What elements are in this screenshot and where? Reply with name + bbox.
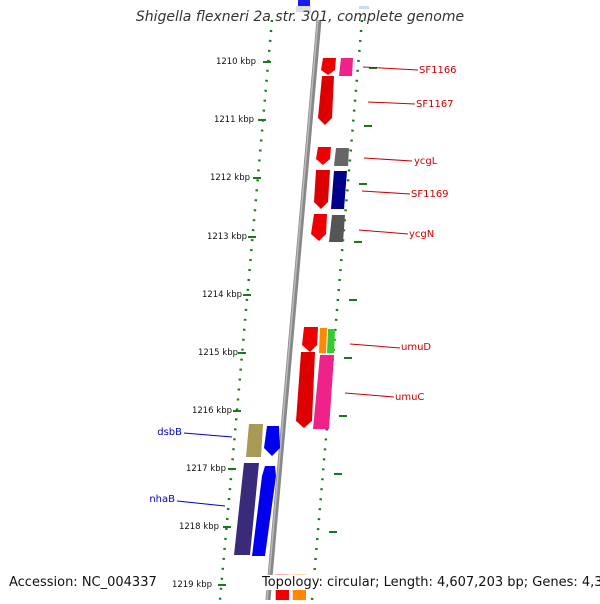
gene-umud bbox=[302, 327, 335, 353]
left-leader-lines bbox=[176, 432, 233, 507]
gene-ycgn bbox=[311, 214, 345, 242]
gene-nhab bbox=[234, 463, 276, 556]
scale-dotted-lines bbox=[218, 19, 364, 601]
gene-label-ycgn[interactable]: ycgN bbox=[409, 229, 434, 240]
gene-sf1167 bbox=[318, 76, 334, 125]
right-gene-labels: SF1166 SF1167 ycgL SF1169 ycgN umuD umuC bbox=[395, 65, 457, 403]
gene-label-nhab[interactable]: nhaB bbox=[149, 494, 175, 505]
genome-backbone bbox=[265, 19, 322, 601]
gene-block-top bbox=[296, 0, 369, 12]
tick-label: 1217 kbp bbox=[186, 464, 226, 474]
gene-label-sf1166[interactable]: SF1166 bbox=[419, 65, 457, 76]
gene-label-dsbb[interactable]: dsbB bbox=[157, 427, 182, 438]
tick-label: 1215 kbp bbox=[198, 348, 238, 358]
scale-tick-labels: 1210 kbp 1211 kbp 1212 kbp 1213 kbp 1214… bbox=[172, 57, 256, 590]
gene-label-sf1169[interactable]: SF1169 bbox=[411, 189, 449, 200]
tick-label: 1211 kbp bbox=[214, 115, 254, 125]
tick-label: 1213 kbp bbox=[207, 232, 247, 242]
gene-sf1169 bbox=[314, 170, 347, 209]
gene-dsbb bbox=[246, 424, 280, 457]
genome-summary-text: Topology: circular; Length: 4,607,203 bp… bbox=[262, 575, 600, 590]
left-gene-labels: dsbB nhaB bbox=[149, 427, 182, 505]
tick-label: 1219 kbp bbox=[172, 580, 212, 590]
gene-label-sf1167[interactable]: SF1167 bbox=[416, 99, 454, 110]
gene-umuc bbox=[296, 352, 334, 429]
gene-sf1166 bbox=[321, 58, 353, 76]
gene-label-ycgl[interactable]: ycgL bbox=[414, 156, 438, 167]
right-leader-lines bbox=[344, 66, 419, 398]
tick-label: 1216 kbp bbox=[192, 406, 232, 416]
tick-label: 1210 kbp bbox=[216, 57, 256, 67]
tick-label: 1212 kbp bbox=[210, 173, 250, 183]
genome-title: Shigella flexneri 2a str. 301, complete … bbox=[135, 9, 465, 25]
tick-label: 1218 kbp bbox=[179, 522, 219, 532]
gene-label-umuc[interactable]: umuC bbox=[395, 392, 424, 403]
tick-label: 1214 kbp bbox=[202, 290, 242, 300]
gene-label-umud[interactable]: umuD bbox=[401, 342, 431, 353]
accession-text: Accession: NC_004337 bbox=[9, 575, 157, 590]
gene-ycgl bbox=[316, 147, 349, 166]
